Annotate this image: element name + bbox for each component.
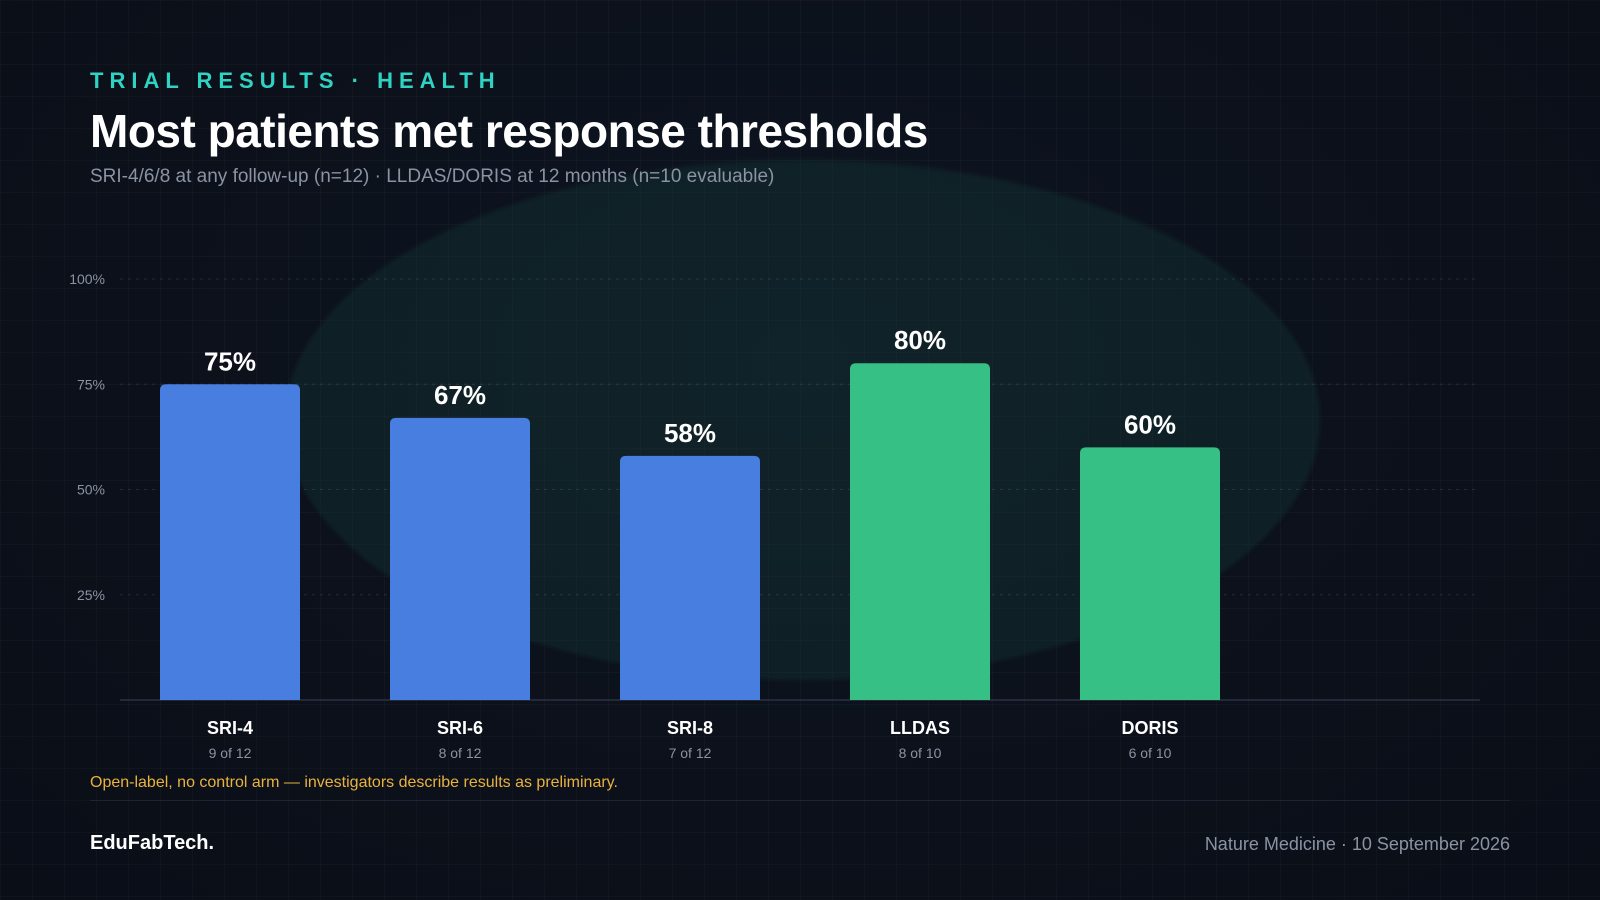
x-category-label: SRI-8: [667, 718, 713, 738]
x-sublabel: 8 of 10: [899, 745, 942, 761]
bar-value-label: 67%: [434, 380, 486, 410]
x-category-label: SRI-6: [437, 718, 483, 738]
bar: [850, 363, 990, 700]
bar: [160, 384, 300, 700]
footnote: Open-label, no control arm — investigato…: [90, 774, 618, 791]
footer-divider: [90, 800, 1510, 801]
page-title: Most patients met response thresholds: [90, 105, 928, 157]
y-tick-label: 75%: [77, 376, 105, 392]
x-category-label: LLDAS: [890, 718, 950, 738]
source-citation: Nature Medicine · 10 September 2026: [1204, 834, 1510, 854]
x-category-label: DORIS: [1121, 718, 1178, 738]
brand-logo: EduFabTech.: [90, 832, 215, 854]
y-tick-label: 50%: [77, 482, 105, 498]
x-sublabel: 6 of 10: [1129, 745, 1172, 761]
x-category-label: SRI-4: [207, 718, 253, 738]
bar-value-label: 80%: [894, 325, 946, 355]
eyebrow-label: TRIAL RESULTS · HEALTH: [90, 68, 501, 93]
bar-value-label: 58%: [664, 418, 716, 448]
bar: [620, 455, 760, 700]
y-tick-label: 25%: [77, 587, 105, 603]
page-subtitle: SRI-4/6/8 at any follow-up (n=12) · LLDA…: [90, 166, 775, 187]
y-tick-label: 100%: [69, 271, 105, 287]
bar: [1080, 447, 1220, 700]
bar-value-label: 75%: [204, 346, 256, 376]
bar: [390, 417, 530, 700]
x-sublabel: 9 of 12: [209, 745, 252, 761]
x-sublabel: 8 of 12: [439, 745, 482, 761]
bar-value-label: 60%: [1124, 409, 1176, 439]
x-sublabel: 7 of 12: [669, 745, 712, 761]
